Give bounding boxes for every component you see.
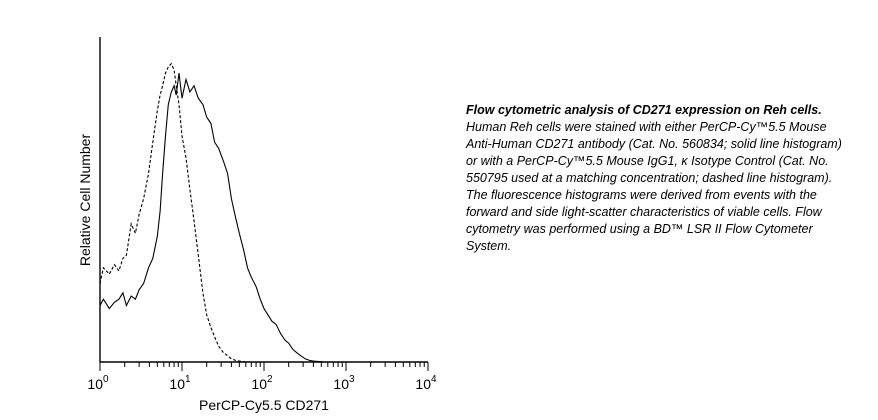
caption-body: Human Reh cells were stained with either… (466, 120, 842, 253)
x-tick-label: 103 (333, 374, 355, 392)
x-tick-label: 101 (169, 374, 191, 392)
figure-caption: Flow cytometric analysis of CD271 expres… (466, 102, 846, 255)
flow-histogram-chart: 100 101 102 103 104 PerCP-Cy5.5 CD271 Relati… (77, 37, 437, 413)
y-axis-label: Relative Cell Number (77, 134, 93, 267)
series-line-dashed (99, 62, 264, 363)
x-tick-label: 102 (251, 374, 273, 392)
x-axis-ticks (99, 362, 429, 371)
x-tick-label: 100 (87, 374, 109, 392)
x-axis-tick-labels: 100 101 102 103 104 (87, 374, 437, 392)
x-axis-label: PerCP-Cy5.5 CD271 (199, 397, 329, 413)
caption-title: Flow cytometric analysis of CD271 expres… (466, 103, 822, 117)
series-line-solid (99, 73, 346, 363)
x-tick-label: 104 (415, 374, 437, 392)
plot-frame (99, 37, 428, 363)
